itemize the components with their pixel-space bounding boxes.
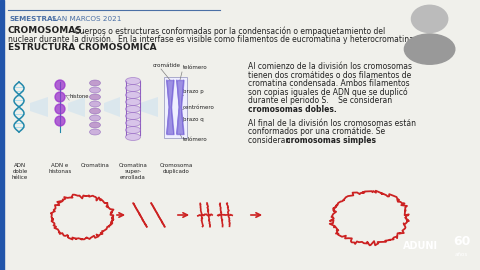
Circle shape: [55, 80, 65, 90]
Ellipse shape: [89, 115, 100, 121]
Text: 60: 60: [453, 235, 470, 248]
Text: brazo p: brazo p: [183, 89, 204, 94]
Text: nuclear durante la división.  En la interfase es visible como filamentos de eucr: nuclear durante la división. En la inter…: [8, 34, 416, 43]
Text: Al final de la división los cromosomas están: Al final de la división los cromosomas e…: [248, 119, 416, 128]
Ellipse shape: [89, 122, 100, 128]
Text: telómero: telómero: [183, 137, 208, 142]
Ellipse shape: [125, 127, 141, 133]
Text: histone: histone: [70, 94, 89, 100]
Text: durante el periodo S.    Se consideran: durante el periodo S. Se consideran: [248, 96, 392, 105]
Text: SAN MARCOS 2021: SAN MARCOS 2021: [52, 16, 121, 22]
Ellipse shape: [125, 120, 141, 127]
Polygon shape: [140, 97, 158, 117]
Ellipse shape: [404, 34, 455, 64]
Text: tienen dos cromátides o dos filamentos de: tienen dos cromátides o dos filamentos d…: [248, 70, 411, 79]
Text: Al comienzo de la división los cromosomas: Al comienzo de la división los cromosoma…: [248, 62, 412, 71]
Text: son copias iguales de ADN que se duplicó: son copias iguales de ADN que se duplicó: [248, 87, 408, 97]
Ellipse shape: [125, 113, 141, 120]
Text: cromosomas dobles.: cromosomas dobles.: [248, 104, 337, 113]
FancyBboxPatch shape: [164, 76, 187, 137]
Text: cromátide: cromátide: [153, 63, 181, 68]
Polygon shape: [104, 97, 120, 117]
Ellipse shape: [89, 87, 100, 93]
Text: Cromosoma
duplicado: Cromosoma duplicado: [159, 163, 192, 174]
Ellipse shape: [125, 92, 141, 99]
Circle shape: [55, 104, 65, 114]
Text: centrómero: centrómero: [183, 105, 215, 110]
Circle shape: [55, 92, 65, 102]
Bar: [0, 0, 4, 270]
Polygon shape: [68, 97, 85, 117]
Ellipse shape: [89, 101, 100, 107]
Text: consideran: consideran: [248, 136, 293, 145]
Ellipse shape: [125, 133, 141, 140]
Polygon shape: [30, 97, 48, 117]
Text: cromatina condensada. Ambos filamentos: cromatina condensada. Ambos filamentos: [248, 79, 409, 88]
Text: Cromatina: Cromatina: [81, 163, 109, 168]
Text: ADN e
histonas: ADN e histonas: [48, 163, 72, 174]
Text: ADUNI: ADUNI: [403, 241, 437, 251]
Ellipse shape: [125, 77, 141, 85]
Ellipse shape: [125, 99, 141, 106]
Ellipse shape: [125, 85, 141, 92]
Circle shape: [55, 116, 65, 126]
Text: Cuerpos o estructuras conformadas por la condensación o empaquetamiento del: Cuerpos o estructuras conformadas por la…: [72, 26, 385, 35]
Ellipse shape: [89, 94, 100, 100]
Text: SEMESTRAL: SEMESTRAL: [10, 16, 58, 22]
Ellipse shape: [89, 129, 100, 135]
Text: Cromatina
super-
enrollada: Cromatina super- enrollada: [119, 163, 147, 180]
Text: ESTRUCTURA CROMOSÓMICA: ESTRUCTURA CROMOSÓMICA: [8, 43, 156, 52]
Ellipse shape: [125, 106, 141, 113]
Text: CROMOSOMAS.: CROMOSOMAS.: [8, 26, 86, 35]
Text: brazo q: brazo q: [183, 117, 204, 122]
Text: ADN
doble
hélice: ADN doble hélice: [12, 163, 28, 180]
Ellipse shape: [89, 108, 100, 114]
Ellipse shape: [89, 80, 100, 86]
Text: telómero: telómero: [183, 65, 208, 70]
Text: conformados por una cromátide. Se: conformados por una cromátide. Se: [248, 127, 385, 137]
Text: años: años: [455, 252, 468, 257]
Circle shape: [411, 5, 448, 32]
Text: cromosomas simples: cromosomas simples: [286, 136, 376, 145]
